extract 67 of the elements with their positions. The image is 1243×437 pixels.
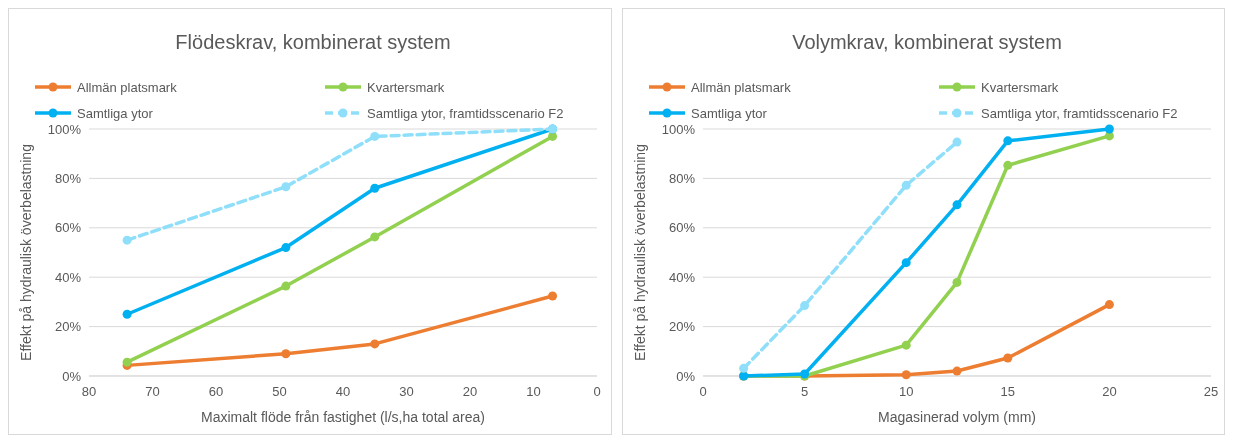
point [370, 339, 380, 349]
point [952, 200, 961, 210]
point [281, 281, 291, 291]
point [952, 137, 961, 147]
point [370, 131, 380, 141]
x-tick-label: 0 [698, 384, 707, 399]
x-axis-title: Magasinerad volym (mm) [877, 409, 1036, 425]
legend-label: Kvartersmark [980, 79, 1059, 95]
chart-title: Volymkrav, kombinerat system [791, 31, 1062, 53]
y-tick-label: 0% [62, 368, 82, 384]
x-axis-title: Maximalt flöde från fastighet (l/s,ha total area) [200, 409, 486, 425]
x-tick-label: 25 [1203, 384, 1218, 399]
x-tick-label: 15 [1000, 384, 1015, 399]
point [122, 309, 132, 319]
x-tick-label: 10 [898, 384, 913, 399]
legend-label: Samtliga ytor [77, 105, 154, 121]
x-tick-label: 20 [462, 384, 478, 399]
point [548, 291, 558, 301]
legend-label: Samtliga ytor [690, 105, 768, 121]
point [370, 183, 380, 193]
x-tick-label: 30 [399, 384, 414, 399]
y-axis-title: Effekt på hydraulisk överbelastning [18, 144, 34, 361]
x-tick-label: 20 [1101, 384, 1117, 399]
y-tick-label: 100% [47, 121, 82, 137]
legend-label: Allmän platsmark [690, 79, 791, 95]
legend-label: Allmän platsmark [77, 79, 178, 95]
point [1002, 160, 1012, 170]
point [281, 243, 291, 253]
point [901, 258, 911, 268]
point [1104, 124, 1114, 134]
legend-label: Samtliga ytor, framtidsscenario F2 [367, 105, 564, 121]
y-tick-label: 40% [54, 269, 82, 285]
point [370, 232, 380, 242]
x-tick-label: 80 [81, 384, 97, 399]
x-tick-label: 5 [800, 384, 808, 399]
y-tick-label: 80% [668, 170, 695, 186]
y-axis-title: Effekt på hydraulisk överbelastning [631, 144, 648, 361]
y-tick-label: 60% [54, 220, 82, 236]
legend-label: Kvartersmark [367, 79, 445, 95]
y-tick-label: 80% [54, 170, 82, 186]
y-tick-label: 100% [661, 121, 695, 137]
point [1002, 136, 1012, 146]
point [1104, 300, 1114, 310]
chart-title: Flödeskrav, kombinerat system [175, 31, 451, 53]
y-tick-label: 20% [54, 319, 82, 335]
point [281, 182, 291, 192]
point [1002, 353, 1012, 363]
point [901, 180, 911, 190]
y-tick-label: 0% [675, 368, 695, 384]
point [799, 301, 809, 311]
point [952, 366, 961, 376]
x-tick-label: 60 [208, 384, 224, 399]
x-tick-label: 40 [335, 384, 351, 399]
x-tick-label: 70 [145, 384, 160, 399]
legend-label: Samtliga ytor, framtidsscenario F2 [980, 105, 1178, 121]
point [952, 277, 961, 287]
x-tick-label: 10 [526, 384, 541, 399]
point [122, 235, 132, 245]
point [901, 340, 911, 350]
point [901, 370, 911, 380]
x-tick-label: 0 [593, 384, 601, 399]
x-tick-label: 50 [272, 384, 287, 399]
y-tick-label: 60% [668, 220, 695, 236]
y-tick-label: 20% [668, 319, 695, 335]
point [281, 349, 291, 359]
y-tick-label: 40% [668, 269, 695, 285]
point [738, 363, 748, 373]
